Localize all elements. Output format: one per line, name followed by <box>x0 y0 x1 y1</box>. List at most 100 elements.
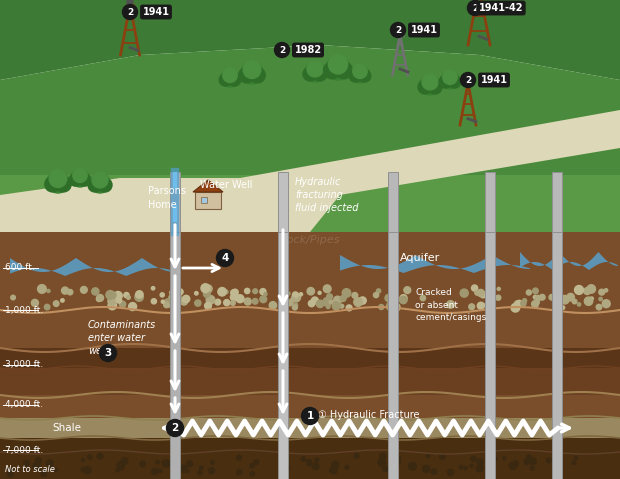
Bar <box>552 172 562 234</box>
Circle shape <box>32 299 38 307</box>
Polygon shape <box>520 252 618 270</box>
Bar <box>201 197 207 203</box>
Circle shape <box>475 290 480 295</box>
Circle shape <box>135 293 143 301</box>
Circle shape <box>439 76 452 88</box>
Circle shape <box>219 73 232 86</box>
Bar <box>0 438 620 479</box>
Text: 1,000 ft.: 1,000 ft. <box>5 306 43 315</box>
Text: 3,000 ft.: 3,000 ft. <box>5 361 43 369</box>
Circle shape <box>236 455 241 460</box>
Circle shape <box>307 287 314 295</box>
Circle shape <box>170 289 179 297</box>
Circle shape <box>376 289 381 293</box>
Circle shape <box>232 289 238 296</box>
Bar <box>278 232 288 479</box>
Circle shape <box>536 300 539 304</box>
Polygon shape <box>10 258 175 276</box>
Circle shape <box>315 458 319 462</box>
Circle shape <box>477 459 483 465</box>
Circle shape <box>81 468 86 472</box>
Circle shape <box>92 172 108 188</box>
Polygon shape <box>0 45 620 232</box>
Circle shape <box>561 306 565 309</box>
Circle shape <box>409 463 417 470</box>
Circle shape <box>260 296 267 303</box>
Circle shape <box>206 296 215 304</box>
Text: Contaminants
enter water
well: Contaminants enter water well <box>88 320 156 356</box>
Circle shape <box>47 171 69 193</box>
Circle shape <box>264 293 267 296</box>
Circle shape <box>73 168 87 182</box>
Circle shape <box>177 289 183 295</box>
Circle shape <box>383 467 388 472</box>
Circle shape <box>7 471 13 477</box>
Circle shape <box>443 70 457 84</box>
Circle shape <box>326 56 350 80</box>
Circle shape <box>47 289 50 293</box>
Text: 2: 2 <box>127 8 133 16</box>
Text: 7,000 ft.: 7,000 ft. <box>5 445 43 455</box>
Circle shape <box>575 285 583 295</box>
Circle shape <box>293 305 298 310</box>
Polygon shape <box>193 180 223 192</box>
Circle shape <box>308 300 315 307</box>
Text: 1941: 1941 <box>410 25 438 35</box>
Bar <box>0 232 620 479</box>
Circle shape <box>78 173 91 186</box>
Circle shape <box>46 460 53 467</box>
Circle shape <box>599 297 602 301</box>
Circle shape <box>41 471 46 477</box>
Circle shape <box>109 292 116 298</box>
Circle shape <box>393 301 397 305</box>
Circle shape <box>574 456 577 459</box>
Circle shape <box>113 292 122 300</box>
Circle shape <box>116 297 122 303</box>
Circle shape <box>334 296 342 304</box>
Circle shape <box>205 302 211 309</box>
Circle shape <box>250 464 254 468</box>
Bar <box>170 172 180 234</box>
Text: 2: 2 <box>395 25 401 34</box>
Circle shape <box>82 459 84 462</box>
Circle shape <box>378 459 386 467</box>
Circle shape <box>35 457 42 464</box>
Circle shape <box>231 301 235 305</box>
Circle shape <box>515 304 520 308</box>
Circle shape <box>56 176 71 192</box>
Circle shape <box>108 297 116 305</box>
Circle shape <box>164 299 172 308</box>
Circle shape <box>243 61 261 79</box>
Circle shape <box>151 286 155 290</box>
Circle shape <box>448 76 461 88</box>
Circle shape <box>509 462 516 469</box>
Circle shape <box>279 467 284 472</box>
Circle shape <box>526 290 531 295</box>
Circle shape <box>24 460 29 466</box>
Circle shape <box>156 460 159 464</box>
Circle shape <box>201 284 210 293</box>
Circle shape <box>81 286 87 293</box>
Circle shape <box>180 465 187 473</box>
Circle shape <box>342 289 351 297</box>
Circle shape <box>244 288 250 294</box>
Circle shape <box>480 292 486 298</box>
Circle shape <box>316 300 324 308</box>
Circle shape <box>136 291 143 298</box>
Circle shape <box>140 461 146 467</box>
Circle shape <box>182 295 190 303</box>
Circle shape <box>9 469 12 472</box>
Circle shape <box>162 461 165 464</box>
Text: Cracked
or absent
cement/casings: Cracked or absent cement/casings <box>415 288 486 322</box>
Circle shape <box>97 295 104 301</box>
Circle shape <box>53 301 59 307</box>
Circle shape <box>340 296 346 301</box>
Circle shape <box>378 459 385 466</box>
Circle shape <box>352 293 358 298</box>
Circle shape <box>422 74 438 90</box>
Bar <box>0 418 620 438</box>
Circle shape <box>244 298 251 305</box>
Circle shape <box>239 68 254 83</box>
Circle shape <box>420 296 425 301</box>
Circle shape <box>307 459 311 464</box>
